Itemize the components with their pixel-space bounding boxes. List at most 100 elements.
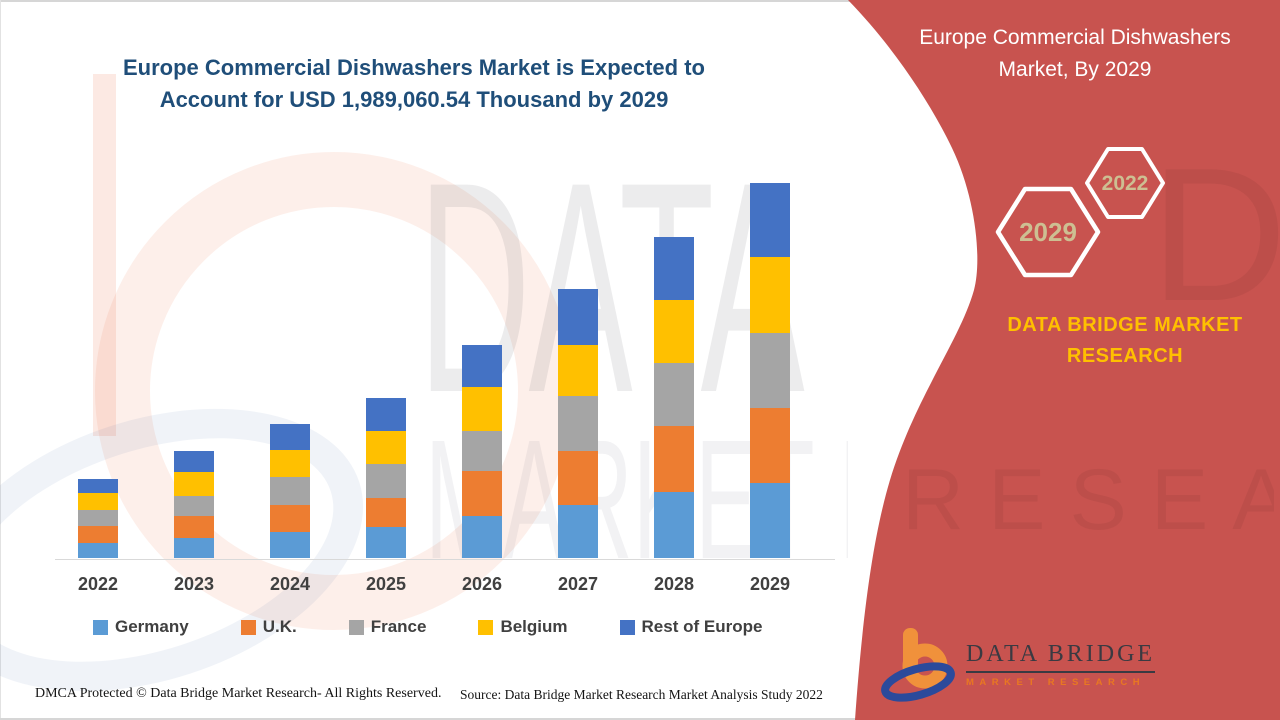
bar-segment-germany-2028 <box>654 492 694 558</box>
legend-swatch-france <box>348 619 364 635</box>
hexagon-year-2029: 2029 <box>1019 217 1077 247</box>
x-axis-label-2022: 2022 <box>77 574 119 594</box>
bar-segment-germany-2025 <box>366 527 406 558</box>
legend-swatch-belgium <box>478 619 494 635</box>
bar-2025 <box>366 398 406 558</box>
bar-segment-germany-2023 <box>174 538 214 558</box>
bar-segment-france-2025 <box>366 464 406 498</box>
bar-segment-belgium-2026 <box>462 387 502 431</box>
legend-item-rest-of-europe: Rest of Europe <box>619 617 763 637</box>
bar-segment-u-k-2027 <box>558 451 598 505</box>
bar-2029 <box>750 183 790 558</box>
chart-title-line-2: Account for USD 1,989,060.54 Thousand by… <box>159 87 669 112</box>
bar-segment-germany-2022 <box>78 543 118 558</box>
bar-segment-belgium-2022 <box>78 493 118 510</box>
dmca-copyright-text: DMCA Protected © Data Bridge Market Rese… <box>35 686 442 701</box>
bar-2023 <box>174 451 214 558</box>
logo-tagline: MARKET RESEARCH <box>966 676 1146 688</box>
logo-wordmark: DATA BRIDGE <box>966 641 1156 673</box>
bar-segment-rest-of-europe-2023 <box>174 451 214 472</box>
x-axis-label-2027: 2027 <box>557 574 599 594</box>
bar-segment-belgium-2024 <box>270 450 310 477</box>
bar-segment-u-k-2029 <box>750 408 790 483</box>
side-panel-shape <box>848 0 1280 720</box>
x-axis-label-2029: 2029 <box>749 574 791 594</box>
bar-segment-rest-of-europe-2027 <box>558 289 598 345</box>
data-bridge-logo-icon <box>881 628 955 702</box>
bar-segment-belgium-2023 <box>174 472 214 496</box>
chart-title: Europe Commercial Dishwashers Market is … <box>112 52 716 116</box>
chart-legend: Germany U.K. France Belgium Rest of Europe <box>93 617 762 637</box>
bar-segment-germany-2027 <box>558 505 598 558</box>
frame-border-top <box>0 0 1280 2</box>
legend-label-germany: Germany <box>115 617 189 636</box>
bar-segment-rest-of-europe-2028 <box>654 237 694 300</box>
legend-label-u-k: U.K. <box>262 617 297 636</box>
bar-2024 <box>270 424 310 558</box>
bar-segment-france-2023 <box>174 496 214 516</box>
bar-2027 <box>558 289 598 558</box>
hexagon-outline-2022 <box>1085 147 1165 219</box>
hexagon-badge-2022: 2022 <box>1085 147 1165 219</box>
logo-swoosh <box>881 662 955 702</box>
bar-segment-u-k-2022 <box>78 526 118 543</box>
side-panel-title-line-1: Europe Commercial Dishwashers <box>919 26 1231 49</box>
bar-segment-u-k-2023 <box>174 516 214 538</box>
legend-swatch-germany <box>93 619 108 635</box>
x-axis-line <box>55 559 835 560</box>
bar-segment-rest-of-europe-2029 <box>750 183 790 257</box>
bar-segment-france-2022 <box>78 510 118 526</box>
brand-name-line-2: RESEARCH <box>1066 345 1184 367</box>
bar-segment-belgium-2025 <box>366 431 406 464</box>
data-bridge-logo: DATA BRIDGE MARKET RESEARCH <box>880 624 1156 704</box>
legend-item-belgium: Belgium <box>478 617 568 637</box>
bar-segment-u-k-2024 <box>270 505 310 532</box>
source-text: Source: Data Bridge Market Research Mark… <box>460 687 823 702</box>
side-panel-title: Europe Commercial Dishwashers Market, By… <box>878 22 1272 86</box>
hexagon-year-2022: 2022 <box>1102 172 1149 195</box>
bar-segment-germany-2026 <box>462 516 502 558</box>
hexagon-outline-2029 <box>995 186 1101 278</box>
stacked-bar-plot-area <box>55 170 821 559</box>
x-axis-label-2024: 2024 <box>269 574 311 594</box>
legend-label-rest-of-europe: Rest of Europe <box>641 617 763 636</box>
logo-text-block: DATA BRIDGE MARKET RESEARCH <box>966 641 1156 688</box>
x-axis-labels: 2022 2023 2024 2025 2026 2027 2028 2029 <box>55 574 835 600</box>
logo-b-stem <box>903 628 918 674</box>
bar-segment-france-2024 <box>270 477 310 505</box>
bar-segment-germany-2029 <box>750 483 790 558</box>
legend-swatch-rest-of-europe <box>619 619 635 635</box>
bar-segment-belgium-2028 <box>654 300 694 363</box>
bar-segment-u-k-2025 <box>366 498 406 527</box>
legend-label-france: France <box>370 617 427 636</box>
bar-segment-france-2026 <box>462 431 502 471</box>
frame-border-left <box>0 0 1 720</box>
legend-item-u-k: U.K. <box>240 617 297 637</box>
legend-swatch-u-k <box>240 619 256 635</box>
x-axis-label-2025: 2025 <box>365 574 407 594</box>
bar-segment-france-2028 <box>654 363 694 426</box>
bar-2028 <box>654 237 694 558</box>
bar-segment-u-k-2028 <box>654 426 694 492</box>
x-axis-label-2026: 2026 <box>461 574 503 594</box>
legend-label-belgium: Belgium <box>500 617 568 636</box>
bar-2022 <box>78 479 118 558</box>
frame-border-bottom <box>0 718 1280 720</box>
bar-segment-belgium-2027 <box>558 345 598 396</box>
chart-title-line-1: Europe Commercial Dishwashers Market is … <box>123 55 705 80</box>
bar-segment-france-2029 <box>750 333 790 408</box>
bar-segment-rest-of-europe-2022 <box>78 479 118 493</box>
bar-segment-rest-of-europe-2026 <box>462 345 502 387</box>
hexagon-badge-2029: 2029 <box>995 186 1101 278</box>
legend-item-france: France <box>348 617 427 637</box>
x-axis-label-2023: 2023 <box>173 574 215 594</box>
bar-2026 <box>462 345 502 558</box>
bar-segment-rest-of-europe-2024 <box>270 424 310 450</box>
x-axis-label-2028: 2028 <box>653 574 695 594</box>
side-panel-title-line-2: Market, By 2029 <box>998 58 1152 81</box>
bar-segment-rest-of-europe-2025 <box>366 398 406 431</box>
bar-segment-germany-2024 <box>270 532 310 558</box>
legend-item-germany: Germany <box>93 617 189 637</box>
